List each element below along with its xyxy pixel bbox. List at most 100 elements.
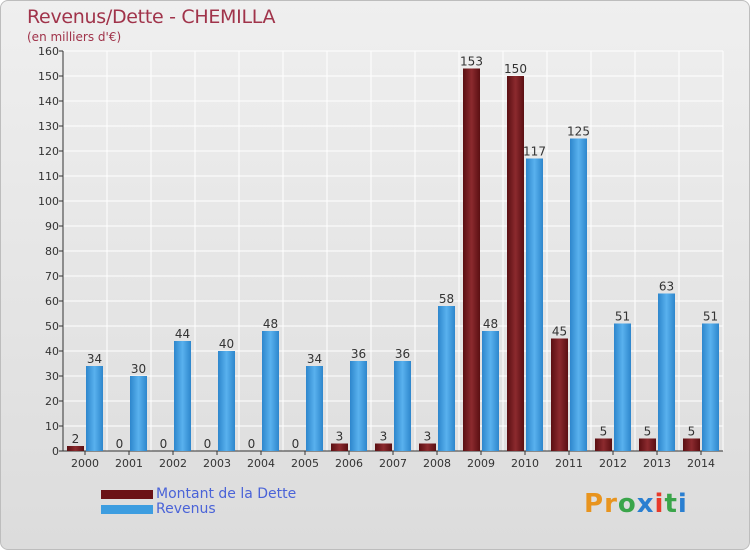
bar-revenus-2001	[130, 376, 147, 451]
data-label-revenus: 36	[351, 347, 366, 361]
data-label-revenus: 125	[567, 125, 590, 139]
x-tick-label: 2002	[159, 457, 187, 470]
bar-dette-2008	[419, 443, 436, 451]
bar-revenus-2009	[482, 331, 499, 451]
x-tick-label: 2014	[687, 457, 715, 470]
x-tick-label: 2009	[467, 457, 495, 470]
chart-title: Revenus/Dette - CHEMILLA	[27, 6, 276, 28]
x-tick-label: 2001	[115, 457, 143, 470]
chart-subtitle: (en milliers d'€)	[27, 30, 122, 44]
data-label-dette: 3	[380, 430, 388, 444]
bar-revenus-2012	[614, 323, 631, 451]
data-label-revenus: 34	[307, 352, 322, 366]
bar-revenus-2005	[306, 366, 323, 451]
logo-letter: P	[584, 489, 605, 519]
bar-dette-2010	[507, 76, 524, 451]
y-tick-label: 100	[38, 195, 59, 208]
data-label-revenus: 51	[703, 310, 718, 324]
y-tick-label: 80	[45, 245, 59, 258]
x-tick-label: 2008	[423, 457, 451, 470]
x-tick-label: 2011	[555, 457, 583, 470]
y-tick-label: 150	[38, 70, 59, 83]
y-tick-label: 10	[45, 420, 59, 433]
y-tick-label: 140	[38, 95, 59, 108]
data-label-revenus: 48	[263, 317, 278, 331]
logo-letter: o	[617, 489, 637, 519]
data-label-revenus: 44	[175, 327, 190, 341]
bar-revenus-2000	[86, 366, 103, 451]
bar-revenus-2008	[438, 306, 455, 451]
bar-revenus-2002	[174, 341, 191, 451]
bar-dette-2012	[595, 438, 612, 451]
data-label-revenus: 34	[87, 352, 102, 366]
bar-revenus-2007	[394, 361, 411, 451]
legend-label-revenus: Revenus	[156, 501, 216, 517]
x-tick-label: 2013	[643, 457, 671, 470]
bar-revenus-2013	[658, 293, 675, 451]
logo-letter: i	[677, 489, 688, 519]
legend-swatch-debt	[101, 490, 153, 499]
x-tick-label: 2006	[335, 457, 363, 470]
logo-letter: i	[654, 489, 665, 519]
x-tick-label: 2004	[247, 457, 275, 470]
data-label-revenus: 30	[131, 362, 146, 376]
y-tick-label: 110	[38, 170, 59, 183]
data-label-dette: 153	[460, 55, 483, 69]
y-tick-label: 60	[45, 295, 59, 308]
bar-dette-2009	[463, 68, 480, 451]
data-label-dette: 0	[248, 437, 256, 451]
y-tick-label: 0	[52, 445, 59, 458]
y-tick-label: 40	[45, 345, 59, 358]
x-tick-label: 2012	[599, 457, 627, 470]
bar-dette-2011	[551, 338, 568, 451]
bar-revenus-2004	[262, 331, 279, 451]
y-tick-label: 70	[45, 270, 59, 283]
legend-label-debt: Montant de la Dette	[156, 486, 297, 502]
data-label-dette: 5	[688, 425, 696, 439]
bar-dette-2007	[375, 443, 392, 451]
bar-revenus-2010	[526, 158, 543, 451]
y-tick-label: 130	[38, 120, 59, 133]
y-tick-label: 120	[38, 145, 59, 158]
bar-dette-2006	[331, 443, 348, 451]
data-label-dette: 0	[204, 437, 212, 451]
data-label-dette: 5	[644, 425, 652, 439]
data-label-dette: 0	[160, 437, 168, 451]
data-label-revenus: 36	[395, 347, 410, 361]
data-label-dette: 0	[116, 437, 124, 451]
bar-revenus-2003	[218, 351, 235, 451]
y-tick-label: 20	[45, 395, 59, 408]
data-label-dette: 3	[424, 430, 432, 444]
y-tick-label: 90	[45, 220, 59, 233]
y-tick-label: 160	[38, 45, 59, 58]
data-label-dette: 3	[336, 430, 344, 444]
proxiti-logo: Proxiti	[584, 489, 688, 519]
bar-dette-2000	[67, 446, 84, 451]
bar-revenus-2006	[350, 361, 367, 451]
data-label-dette: 5	[600, 425, 608, 439]
data-label-revenus: 48	[483, 317, 498, 331]
y-tick-label: 30	[45, 370, 59, 383]
data-label-revenus: 63	[659, 280, 674, 294]
x-tick-label: 2005	[291, 457, 319, 470]
data-label-dette: 2	[72, 432, 80, 446]
data-label-revenus: 58	[439, 292, 454, 306]
y-tick-label: 50	[45, 320, 59, 333]
data-label-revenus: 117	[523, 145, 546, 159]
data-label-dette: 150	[504, 62, 527, 76]
x-tick-label: 2007	[379, 457, 407, 470]
logo-letter: x	[636, 489, 655, 519]
x-tick-label: 2010	[511, 457, 539, 470]
x-tick-label: 2000	[71, 457, 99, 470]
bar-revenus-2014	[702, 323, 719, 451]
logo-letter: t	[664, 489, 678, 519]
logo-letter: r	[604, 489, 618, 519]
bar-dette-2013	[639, 438, 656, 451]
data-label-revenus: 51	[615, 310, 630, 324]
data-label-dette: 0	[292, 437, 300, 451]
bar-revenus-2011	[570, 138, 587, 451]
data-label-revenus: 40	[219, 337, 234, 351]
bar-dette-2014	[683, 438, 700, 451]
